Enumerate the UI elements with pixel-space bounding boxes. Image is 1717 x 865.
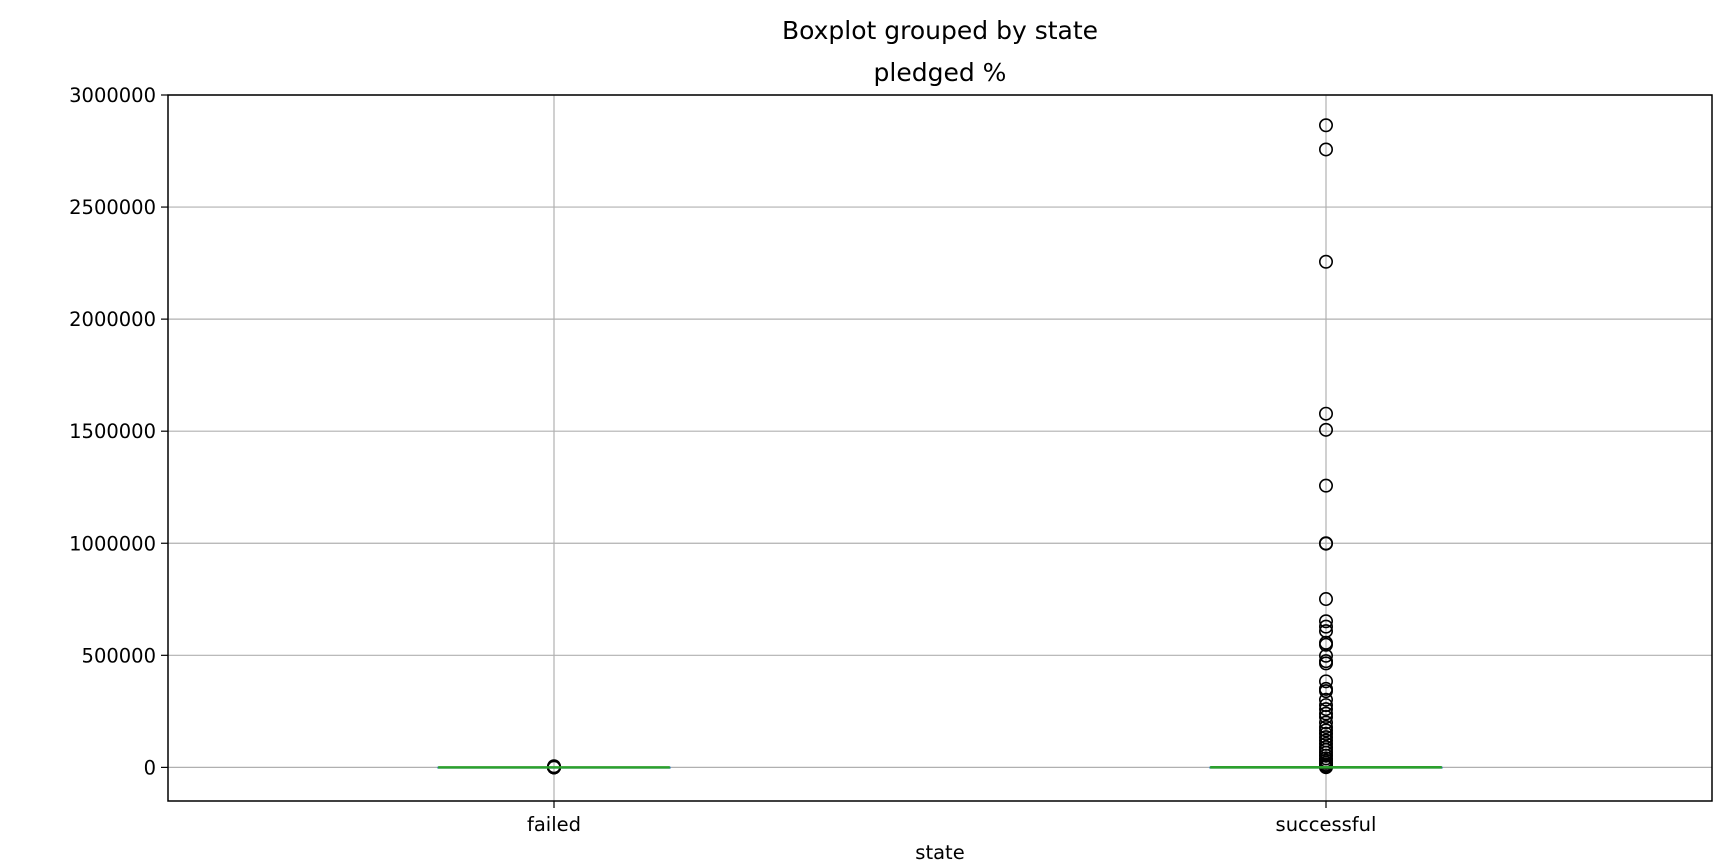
outlier-point	[1319, 254, 1334, 269]
outlier-point	[1319, 715, 1334, 730]
outlier-point	[1319, 142, 1334, 157]
chart-title: pledged %	[874, 58, 1007, 87]
outlier-point	[1319, 536, 1334, 551]
outlier-point	[1319, 692, 1334, 707]
box-group-successful	[1209, 118, 1443, 775]
outlier-point	[1319, 422, 1334, 437]
outlier-point	[1319, 720, 1334, 735]
outlier-point	[1319, 478, 1334, 493]
outlier-point	[1319, 118, 1334, 133]
outlier-point	[1319, 648, 1334, 663]
outlier-point	[1319, 706, 1334, 721]
chart-suptitle: Boxplot grouped by state	[782, 16, 1098, 45]
y-tick-label: 1500000	[69, 420, 156, 443]
x-tick-label: successful	[1276, 813, 1377, 836]
y-tick-label: 1000000	[69, 532, 156, 555]
outlier-point	[1319, 592, 1334, 607]
outlier-point	[1319, 702, 1334, 717]
y-axis-ticks: 0 500000 1000000 1500000 2000000 2500000 30000…	[69, 84, 168, 779]
grid-lines	[168, 94, 1712, 801]
outlier-point	[1319, 684, 1334, 699]
x-axis-label: state	[915, 841, 964, 861]
box-group-failed	[437, 759, 671, 775]
box-series	[437, 118, 1443, 775]
y-tick-label: 0	[144, 756, 156, 779]
outlier-point	[1319, 406, 1334, 421]
y-tick-label: 3000000	[69, 84, 156, 107]
outlier-point	[1319, 656, 1334, 671]
x-tick-label: failed	[527, 813, 581, 836]
y-tick-label: 500000	[82, 644, 156, 667]
outlier-point	[1319, 637, 1334, 652]
x-axis-ticks: failed successful	[527, 801, 1376, 836]
y-tick-label: 2000000	[69, 308, 156, 331]
outlier-point	[1319, 709, 1334, 724]
outlier-point	[1319, 726, 1334, 741]
outlier-point	[1319, 723, 1334, 738]
outlier-point	[1319, 674, 1334, 689]
outlier-point	[1319, 619, 1334, 634]
y-tick-label: 2500000	[69, 196, 156, 219]
plot-frame	[167, 94, 1713, 802]
outlier-point	[1319, 614, 1334, 629]
